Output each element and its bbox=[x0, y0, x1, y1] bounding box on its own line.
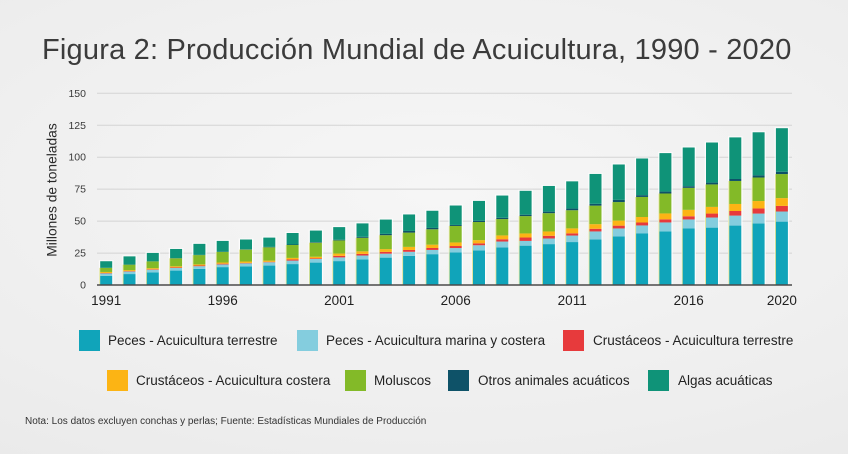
svg-text:2016: 2016 bbox=[674, 293, 704, 308]
svg-text:1991: 1991 bbox=[91, 293, 121, 308]
svg-text:150: 150 bbox=[68, 88, 86, 100]
svg-text:125: 125 bbox=[68, 120, 86, 132]
svg-text:100: 100 bbox=[68, 152, 86, 164]
svg-text:2020: 2020 bbox=[767, 293, 797, 308]
svg-text:2006: 2006 bbox=[441, 293, 471, 308]
svg-text:1996: 1996 bbox=[208, 293, 238, 308]
svg-text:50: 50 bbox=[74, 216, 86, 228]
svg-text:0: 0 bbox=[80, 280, 86, 292]
svg-text:25: 25 bbox=[74, 248, 86, 260]
svg-text:75: 75 bbox=[74, 184, 86, 196]
svg-text:Millones de toneladas: Millones de toneladas bbox=[45, 123, 60, 257]
svg-text:2001: 2001 bbox=[324, 293, 354, 308]
svg-text:2011: 2011 bbox=[558, 293, 587, 308]
